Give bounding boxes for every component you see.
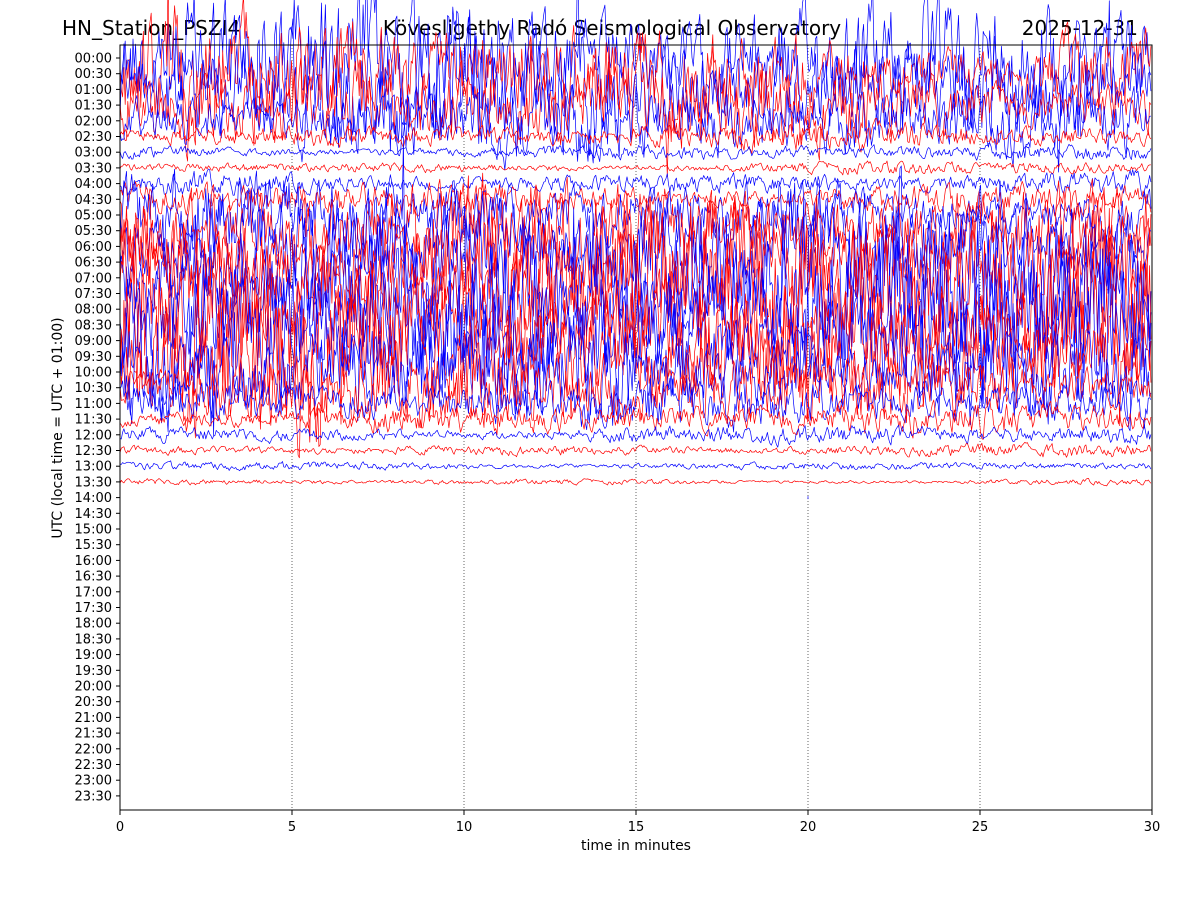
trace-line (119, 424, 1152, 448)
y-tick-label: 12:30 (75, 444, 112, 459)
y-tick-label: 06:30 (75, 256, 112, 271)
trace-line (119, 180, 1152, 432)
y-tick-label: 22:30 (75, 758, 112, 773)
y-tick-label: 07:30 (75, 287, 112, 302)
trace-line (119, 303, 1152, 427)
y-tick-label: 13:30 (75, 475, 112, 490)
y-tick-label: 01:00 (75, 83, 112, 98)
seismic-traces (119, 0, 1152, 500)
y-tick-label: 18:00 (75, 617, 112, 632)
y-tick-label: 10:30 (75, 381, 112, 396)
y-axis-label: UTC (local time = UTC + 01:00) (50, 317, 66, 538)
trace-line (119, 117, 1152, 154)
trace-line (119, 241, 1152, 436)
y-tick-label: 21:30 (75, 727, 112, 742)
trace-line (119, 0, 1152, 163)
y-tick-label: 09:30 (75, 350, 112, 365)
x-tick-label: 20 (800, 820, 817, 835)
trace-line (119, 0, 1152, 177)
y-tick-label: 11:00 (75, 397, 112, 412)
y-tick-label: 03:30 (75, 161, 112, 176)
y-tick-label: 21:00 (75, 711, 112, 726)
x-axis: 0 5 10 15 20 25 30 (116, 810, 1160, 835)
y-tick-label: 23:30 (75, 789, 112, 804)
y-tick-label: 02:00 (75, 114, 112, 129)
y-tick-label: 17:00 (75, 585, 112, 600)
y-tick-label: 18:30 (75, 632, 112, 647)
y-tick-label: 08:30 (75, 318, 112, 333)
trace-line (119, 39, 1152, 161)
y-tick-label: 05:00 (75, 209, 112, 224)
y-tick-label: 01:30 (75, 99, 112, 114)
x-tick-label: 15 (628, 820, 645, 835)
x-tick-label: 25 (972, 820, 989, 835)
trace-line (119, 190, 1152, 385)
trace-line (119, 168, 1152, 278)
trace-line (119, 168, 1152, 197)
y-tick-label: 13:00 (75, 460, 112, 475)
trace-line (119, 137, 1152, 399)
y-tick-label: 22:00 (75, 742, 112, 757)
y-tick-label: 07:00 (75, 271, 112, 286)
y-tick-label: 10:00 (75, 366, 112, 381)
trace-line (119, 376, 1152, 433)
x-tick-label: 5 (288, 820, 296, 835)
y-tick-label: 02:30 (75, 130, 112, 145)
y-tick-label: 12:00 (75, 428, 112, 443)
trace-line (119, 160, 1151, 176)
y-tick-label: 00:00 (75, 52, 112, 67)
trace-line (119, 223, 1152, 432)
y-tick-label: 04:00 (75, 177, 112, 192)
x-tick-label: 10 (456, 820, 473, 835)
y-tick-label: 20:30 (75, 695, 112, 710)
trace-line (119, 477, 1152, 487)
y-tick-label: 17:30 (75, 601, 112, 616)
y-tick-label: 04:30 (75, 193, 112, 208)
trace-line (119, 460, 1152, 472)
y-tick-label: 19:00 (75, 648, 112, 663)
y-tick-label: 14:00 (75, 491, 112, 506)
trace-line (119, 398, 1152, 440)
y-tick-label: 03:00 (75, 146, 112, 161)
y-tick-label: 09:00 (75, 334, 112, 349)
y-tick-label: 15:30 (75, 538, 112, 553)
y-tick-label: 11:30 (75, 413, 112, 428)
y-tick-label: 15:00 (75, 523, 112, 538)
y-tick-label: 16:30 (75, 570, 112, 585)
x-axis-label: time in minutes (581, 838, 691, 854)
y-tick-label: 16:00 (75, 554, 112, 569)
y-tick-label: 14:30 (75, 507, 112, 522)
trace-line (119, 180, 1152, 219)
y-tick-label: 05:30 (75, 224, 112, 239)
y-tick-label: 20:00 (75, 680, 112, 695)
trace-line (119, 142, 1152, 161)
y-tick-label: 00:30 (75, 67, 112, 82)
y-tick-label: 23:00 (75, 774, 112, 789)
y-tick-label: 19:30 (75, 664, 112, 679)
y-tick-label: 06:00 (75, 240, 112, 255)
trace-line (119, 441, 1152, 458)
y-tick-label: 08:00 (75, 303, 112, 318)
trace-line (119, 73, 1151, 173)
y-axis: 00:0000:3001:0001:3002:0002:3003:0003:30… (75, 52, 120, 804)
x-tick-label: 0 (116, 820, 124, 835)
x-tick-label: 30 (1144, 820, 1161, 835)
